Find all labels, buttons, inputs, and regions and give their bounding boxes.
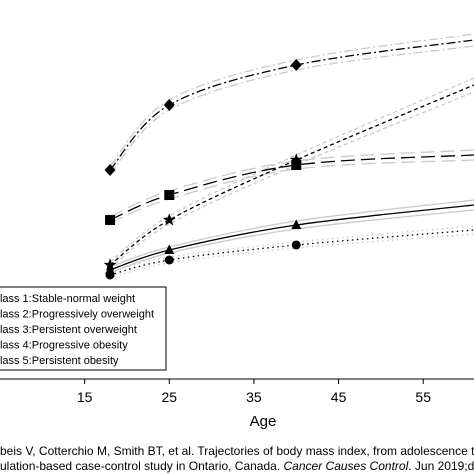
series-3-ci-lower bbox=[109, 159, 474, 224]
series-4-ci-upper bbox=[109, 199, 474, 268]
series-4-ci-lower bbox=[109, 209, 474, 274]
citation-text: ulation-based case-control study in Onta… bbox=[0, 459, 281, 473]
x-tick-label-35: 35 bbox=[246, 389, 262, 405]
legend-item-1: Class 1:Stable-normal weight bbox=[0, 293, 135, 305]
x-axis-title: Age bbox=[250, 413, 277, 430]
series-2-point-1 bbox=[103, 258, 117, 271]
series-4-point-2 bbox=[164, 244, 175, 254]
x-tick-label-15: 15 bbox=[77, 389, 93, 405]
series-1-point-3 bbox=[291, 240, 301, 250]
series-5-point-2 bbox=[163, 99, 175, 111]
x-axis-ticks: 15 25 35 45 55 bbox=[77, 379, 431, 405]
legend-item-2: Class 2:Progressively overweight bbox=[0, 309, 154, 321]
series-2-point-3 bbox=[289, 153, 303, 166]
series-1-ci-lower bbox=[109, 233, 474, 279]
series-5-line bbox=[109, 39, 474, 171]
x-tick-label-25: 25 bbox=[161, 389, 177, 405]
series-1-point-2 bbox=[164, 255, 174, 265]
series-5-ci-upper bbox=[109, 33, 474, 167]
series-2-point-2 bbox=[162, 213, 176, 226]
legend-item-4: Class 4:Progressive obesity bbox=[0, 340, 128, 352]
citation-tail: . Jun 2019;doi:1 bbox=[408, 459, 474, 473]
confidence-bands bbox=[109, 33, 474, 279]
series-1-ci-upper bbox=[109, 225, 474, 273]
series-5-point-3 bbox=[290, 59, 302, 71]
series-5-ci-lower bbox=[109, 45, 474, 175]
series-2-ci-upper bbox=[109, 77, 474, 263]
series-5-point-1 bbox=[104, 164, 116, 176]
series-lines bbox=[109, 39, 474, 276]
citation-line-1: beis V, Cotterchio M, Smith BT, et al. T… bbox=[0, 444, 474, 458]
series-3-point-1 bbox=[105, 215, 116, 225]
legend-box bbox=[0, 286, 167, 371]
series-3-line bbox=[109, 154, 474, 221]
series-markers bbox=[103, 59, 303, 280]
series-4-line bbox=[109, 204, 474, 271]
series-3-ci-upper bbox=[109, 149, 474, 218]
series-2-line bbox=[109, 84, 474, 266]
citation-line-2: ulation-based case-control study in Onta… bbox=[0, 459, 474, 473]
series-3-point-2 bbox=[164, 190, 175, 200]
x-tick-label-55: 55 bbox=[415, 389, 431, 405]
series-3-point-3 bbox=[291, 160, 302, 170]
series-4-point-3 bbox=[291, 219, 302, 229]
citation-journal: Cancer Causes Control bbox=[283, 459, 409, 473]
x-tick-label-45: 45 bbox=[331, 389, 347, 405]
series-2-ci-lower bbox=[109, 91, 474, 269]
legend-item-5: Class 5:Persistent obesity bbox=[0, 355, 119, 367]
series-4-point-1 bbox=[105, 264, 116, 274]
legend-item-3: Class 3:Persistent overweight bbox=[0, 324, 137, 336]
legend: Class 1:Stable-normal weight Class 2:Prog… bbox=[0, 286, 167, 371]
series-1-line bbox=[109, 229, 474, 276]
